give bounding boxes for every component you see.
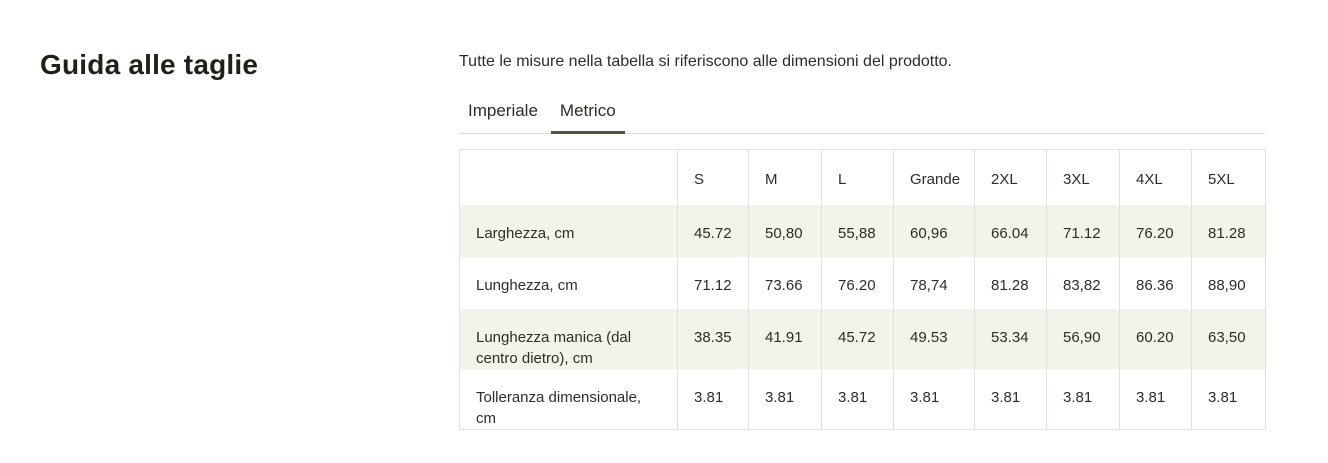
measurement-cell: 66.04 [974,204,1047,257]
table-row: Lunghezza, cm 71.12 73.66 76.20 78,74 81.28 83… [460,256,1266,309]
corner-cell [460,150,678,205]
row-label: Lunghezza manica (dal centro dietro), cm [476,328,632,367]
measurement-cell: 63,50 [1191,308,1266,369]
page-title: Guida alle taglie [40,49,259,80]
measurement-cell: 49.53 [893,308,975,369]
size-column-header: L [821,149,894,205]
measurement-note: Tutte le misure nella tabella si riferis… [459,53,952,70]
measurement-cell: 56,90 [1046,308,1120,369]
measurement-cell: 41.91 [748,308,822,369]
size-column-header: 3XL [1046,149,1120,205]
measurement-cell: 78,74 [893,256,975,309]
size-column-header: M [748,149,822,205]
tab-imperiale[interactable]: Imperiale [468,101,538,120]
measurement-cell: 76.20 [1119,204,1192,257]
size-table-body: Larghezza, cm 45.72 50,80 55,88 60,96 66.04 71… [459,204,1266,429]
measurement-cell: 45.72 [821,308,894,369]
row-label: Lunghezza, cm [476,276,578,294]
measurement-cell: 3.81 [1046,368,1120,429]
measurement-cell: 86.36 [1119,256,1192,309]
unit-tabs: Imperiale Metrico [459,94,1265,134]
size-column-header: Grande [893,149,975,205]
header-row: S M L Grande 2XL 3XL 4XL 5XL [460,149,1266,205]
table-row: Tolleranza dimensionale, cm 3.81 3.81 3.81 3… [460,368,1266,429]
measurement-cell: 81.28 [974,256,1047,309]
table-row: Larghezza, cm 45.72 50,80 55,88 60,96 66.04 71… [459,204,1266,257]
size-column-header: 4XL [1119,149,1192,205]
table-row: Lunghezza manica (dal centro dietro), cm… [459,308,1266,369]
size-table-header: S M L Grande 2XL 3XL 4XL 5XL [460,149,1266,205]
row-label: Tolleranza dimensionale, cm [476,388,642,427]
measurement-cell: 3.81 [748,368,822,429]
measurement-cell: 55,88 [821,204,894,257]
measurement-cell: 3.81 [1191,368,1266,429]
measurement-cell: 88,90 [1191,256,1266,309]
measurement-cell: 38.35 [677,308,749,369]
measurement-cell: 3.81 [1119,368,1192,429]
measurement-cell: 45.72 [677,204,749,257]
measurement-cell: 76.20 [821,256,894,309]
measurement-cell: 81.28 [1191,204,1266,257]
size-column-header: S [677,149,749,205]
measurement-cell: 60.20 [1119,308,1192,369]
measurement-cell: 83,82 [1046,256,1120,309]
measurement-cell: 3.81 [677,368,749,429]
measurement-cell: 3.81 [821,368,894,429]
measurement-cell: 71.12 [1046,204,1120,257]
measurement-cell: 53.34 [974,308,1047,369]
measurement-cell: 3.81 [893,368,975,429]
measurement-cell: 71.12 [677,256,749,309]
size-table: S M L Grande 2XL 3XL 4XL 5XL Larghezza, cm 45.72… [459,149,1266,430]
measurement-cell: 3.81 [974,368,1047,429]
tab-metrico[interactable]: Metrico [550,94,625,134]
size-guide-content: Tutte le misure nella tabella si riferis… [459,50,1266,430]
row-label: Larghezza, cm [476,224,575,242]
size-column-header: 5XL [1191,149,1266,205]
measurement-cell: 50,80 [748,204,822,257]
measurement-cell: 60,96 [893,204,975,257]
measurement-cell: 73.66 [748,256,822,309]
size-column-header: 2XL [974,149,1047,205]
